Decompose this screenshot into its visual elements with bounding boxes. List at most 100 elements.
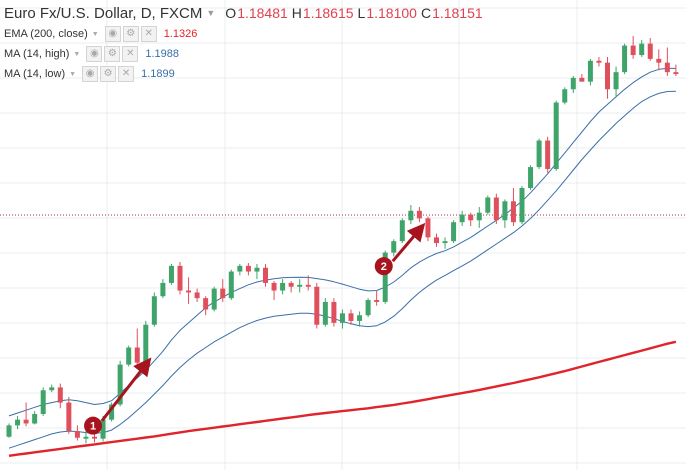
candle — [74, 425, 80, 441]
close-icon[interactable]: ✕ — [122, 46, 139, 62]
candle-body — [399, 220, 405, 242]
candle — [476, 206, 482, 228]
candle — [391, 239, 397, 257]
candle-body — [339, 313, 345, 323]
candle — [365, 298, 371, 318]
candle — [211, 286, 217, 312]
candle — [32, 411, 38, 425]
candle — [519, 186, 525, 225]
candle-body — [254, 267, 260, 272]
candle — [587, 58, 593, 86]
ema-200-layer — [8, 340, 677, 457]
candle — [168, 263, 174, 285]
candle-body — [331, 301, 337, 323]
symbol-menu-icon[interactable]: ▼ — [206, 8, 216, 18]
candle-body — [519, 188, 525, 223]
candle — [502, 199, 508, 228]
candle-body — [151, 296, 157, 325]
candle-body — [92, 436, 97, 439]
candle-body — [228, 271, 234, 299]
close-icon[interactable]: ✕ — [140, 26, 157, 42]
candle-body — [357, 315, 363, 321]
candle — [177, 262, 183, 295]
candle-body — [263, 267, 268, 283]
candle-body — [348, 313, 354, 321]
indicator-menu-icon[interactable]: ▼ — [69, 70, 77, 78]
indicator-menu-icon[interactable]: ▼ — [91, 30, 99, 38]
candle — [280, 279, 286, 295]
candle-body — [280, 282, 286, 291]
candle-body — [485, 197, 491, 213]
close-icon[interactable]: ✕ — [118, 66, 135, 82]
annotation-label: 2 — [381, 261, 387, 273]
candle-body — [630, 45, 636, 56]
indicator-row-ema: EMA (200, close) ▼ ◉ ⚙ ✕ 1.1326 — [4, 24, 483, 44]
candle-body — [314, 286, 320, 325]
candle — [15, 415, 21, 430]
high-value: 1.18615 — [302, 5, 354, 21]
candle-body — [587, 60, 593, 82]
candle-body — [510, 201, 516, 223]
annotation-marker — [374, 257, 393, 276]
indicator-name[interactable]: MA (14, high) — [4, 48, 70, 60]
candle-body — [211, 288, 217, 310]
candle-body — [177, 265, 183, 291]
candle-body — [57, 387, 63, 403]
candle — [510, 188, 516, 226]
candle-body — [194, 292, 200, 299]
candle-body — [476, 212, 482, 221]
annotation-arrow — [100, 357, 152, 422]
candle-body — [382, 252, 388, 302]
candle — [562, 87, 568, 105]
candle — [605, 56, 610, 99]
candle — [622, 43, 628, 75]
candle-body — [425, 218, 431, 238]
indicator-name[interactable]: MA (14, low) — [4, 68, 66, 80]
candle-body — [203, 298, 209, 310]
candle — [57, 383, 63, 409]
gear-icon[interactable]: ⚙ — [122, 26, 139, 42]
candle — [639, 39, 645, 57]
candle-body — [160, 282, 166, 297]
candle — [49, 384, 55, 393]
close-label: C — [420, 5, 432, 21]
candle — [66, 396, 72, 434]
candle-body — [143, 324, 149, 363]
close-value: 1.18151 — [432, 5, 483, 21]
candle — [271, 281, 277, 301]
candle-body — [570, 77, 576, 90]
candle-body — [271, 282, 277, 291]
annotations-layer: 12 — [84, 222, 426, 435]
eye-icon[interactable]: ◉ — [82, 66, 99, 82]
candle — [194, 288, 200, 302]
symbol-title[interactable]: Euro Fx/U.S. Dollar, D, FXCM — [4, 4, 203, 22]
candle-body — [126, 347, 132, 365]
candle — [416, 206, 422, 223]
eye-icon[interactable]: ◉ — [104, 26, 121, 42]
low-label: L — [357, 5, 366, 21]
candle — [143, 320, 149, 365]
candle-body — [459, 214, 465, 223]
eye-icon[interactable]: ◉ — [86, 46, 103, 62]
gear-icon[interactable]: ⚙ — [100, 66, 117, 82]
candle — [536, 138, 542, 170]
candle-body — [237, 265, 243, 272]
candle — [151, 292, 157, 327]
low-value: 1.18100 — [366, 5, 417, 21]
indicator-name[interactable]: EMA (200, close) — [4, 28, 88, 40]
candle — [297, 279, 303, 293]
candle-body — [528, 167, 534, 188]
candle-body — [288, 282, 294, 287]
candle — [545, 136, 551, 173]
candle-body — [245, 265, 251, 272]
candle — [339, 309, 345, 329]
candle-body — [434, 237, 439, 244]
gear-icon[interactable]: ⚙ — [104, 46, 121, 62]
candle — [83, 429, 89, 444]
candle — [109, 402, 115, 422]
candle-body — [656, 58, 662, 63]
indicator-menu-icon[interactable]: ▼ — [73, 50, 81, 58]
candle — [579, 74, 585, 82]
candle — [348, 309, 354, 325]
